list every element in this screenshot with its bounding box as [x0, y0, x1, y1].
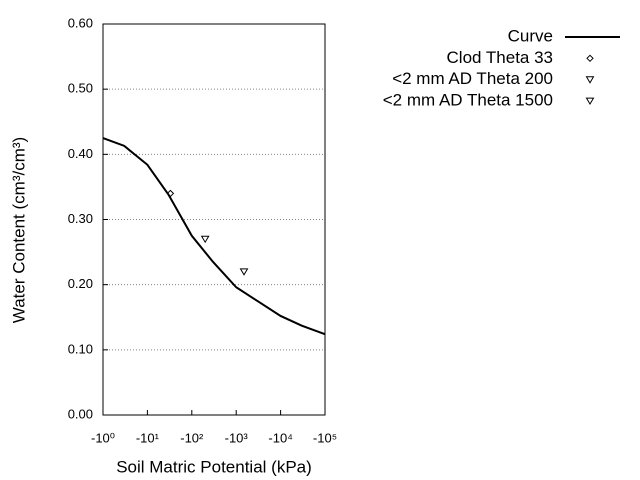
x-tick-label: -10⁵: [313, 430, 337, 445]
y-tick-label: 0.00: [68, 406, 93, 421]
legend-swatch: [585, 76, 595, 84]
x-tick-label: -10³: [225, 430, 249, 445]
legend-label: Curve: [508, 26, 553, 45]
legend-label: <2 mm AD Theta 1500: [383, 90, 553, 109]
x-tick-label: -10⁴: [268, 430, 292, 445]
legend-swatch: [585, 97, 595, 106]
x-tick-label: -10¹: [136, 430, 160, 445]
y-tick-label: 0.20: [68, 276, 93, 291]
data-point: [166, 189, 175, 198]
legend-label: <2 mm AD Theta 200: [392, 69, 553, 88]
x-tick-label: -10⁰: [91, 430, 115, 445]
y-tick-label: 0.40: [68, 146, 93, 161]
y-tick-label: 0.60: [68, 15, 93, 30]
x-axis-title: Soil Matric Potential (kPa): [116, 457, 312, 476]
x-tick-label: -10²: [180, 430, 204, 445]
y-tick-label: 0.30: [68, 211, 93, 226]
legend-swatch: [586, 54, 594, 63]
legend-label: Clod Theta 33: [447, 48, 553, 67]
data-point: [239, 268, 249, 276]
data-point: [200, 235, 210, 244]
plot-frame: [102, 23, 326, 416]
y-tick-label: 0.10: [68, 341, 93, 356]
y-axis-title: Water Content (cm³/cm³): [9, 137, 28, 323]
curve-line: [102, 137, 326, 336]
y-tick-label: 0.50: [68, 81, 93, 96]
